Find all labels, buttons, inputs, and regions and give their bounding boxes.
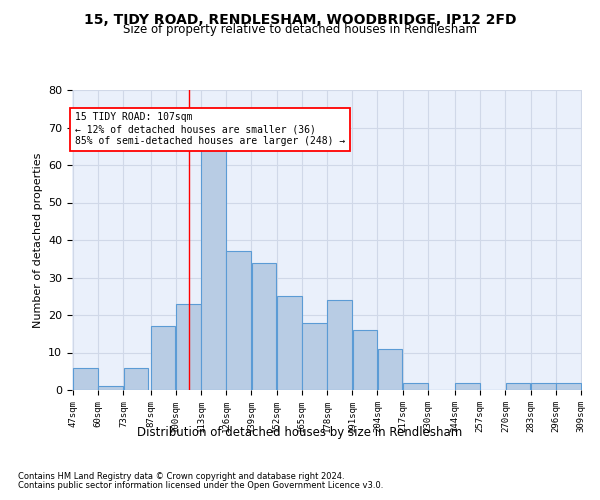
Text: 15 TIDY ROAD: 107sqm
← 12% of detached houses are smaller (36)
85% of semi-detac: 15 TIDY ROAD: 107sqm ← 12% of detached h… [75, 112, 345, 146]
Bar [403, 382, 428, 390]
Text: Contains HM Land Registry data © Crown copyright and database right 2024.: Contains HM Land Registry data © Crown c… [18, 472, 344, 481]
Bar [251, 262, 276, 390]
Y-axis label: Number of detached properties: Number of detached properties [32, 152, 43, 328]
Bar [98, 386, 123, 390]
Bar [506, 382, 530, 390]
Bar [556, 382, 581, 390]
Bar [302, 322, 327, 390]
Text: Contains public sector information licensed under the Open Government Licence v3: Contains public sector information licen… [18, 481, 383, 490]
Bar [327, 300, 352, 390]
Bar [73, 368, 98, 390]
Bar [353, 330, 377, 390]
Bar [531, 382, 556, 390]
Bar [124, 368, 148, 390]
Bar [176, 304, 200, 390]
Bar [277, 296, 302, 390]
Bar [201, 146, 226, 390]
Text: Size of property relative to detached houses in Rendlesham: Size of property relative to detached ho… [123, 23, 477, 36]
Bar [226, 251, 251, 390]
Text: Distribution of detached houses by size in Rendlesham: Distribution of detached houses by size … [137, 426, 463, 439]
Bar [378, 349, 403, 390]
Text: 15, TIDY ROAD, RENDLESHAM, WOODBRIDGE, IP12 2FD: 15, TIDY ROAD, RENDLESHAM, WOODBRIDGE, I… [84, 12, 516, 26]
Bar [151, 326, 175, 390]
Bar [455, 382, 480, 390]
